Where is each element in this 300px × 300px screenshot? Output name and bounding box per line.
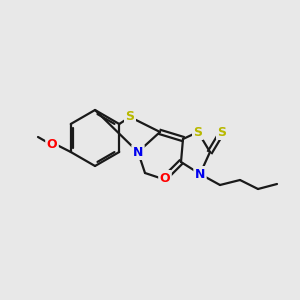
Text: S: S <box>218 125 226 139</box>
Text: O: O <box>160 172 170 184</box>
Text: O: O <box>47 139 57 152</box>
Text: N: N <box>195 167 205 181</box>
Text: N: N <box>133 146 143 158</box>
Text: S: S <box>125 110 134 124</box>
Text: S: S <box>194 125 202 139</box>
